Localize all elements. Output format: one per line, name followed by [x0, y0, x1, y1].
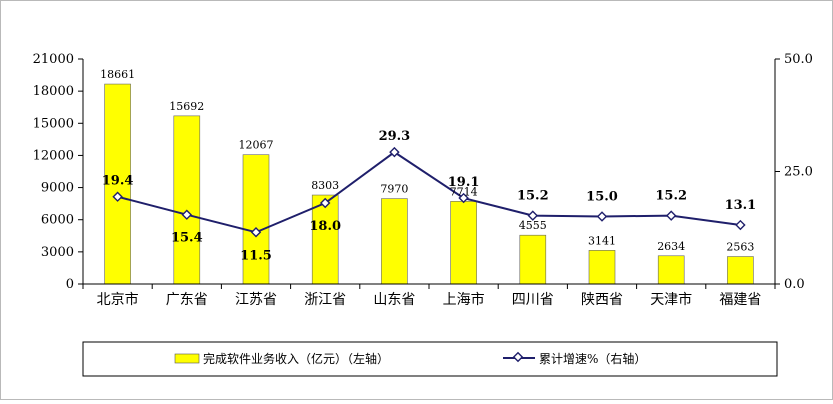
- bar-2: [173, 115, 201, 285]
- left-tick-label: 12000: [33, 148, 74, 163]
- legend-marker-growth: [512, 351, 524, 363]
- left-tick-label: 3000: [41, 245, 74, 260]
- bars-group: [104, 83, 754, 285]
- growth-marker-9: [665, 210, 677, 221]
- axes-group: 0 3000 6000 9000 12000 15000 18000 21000 0.0 25.0…: [33, 52, 813, 308]
- growth-marker-1: [112, 191, 123, 202]
- growth-value-label: 18.0: [309, 219, 341, 234]
- x-tick-label: 福建省: [719, 292, 761, 308]
- growth-marker-10: [735, 219, 746, 231]
- growth-marker-3: [250, 227, 262, 238]
- growth-marker-5: [389, 146, 400, 158]
- growth-value-label: 19.1: [448, 175, 480, 190]
- growth-value-label: 29.3: [379, 129, 411, 144]
- growth-line: [117, 150, 741, 234]
- growth-value-label: 19.4: [102, 174, 134, 189]
- x-tick-label: 北京市: [97, 291, 139, 308]
- growth-value-label: 15.2: [517, 189, 549, 204]
- bar-value-label: 18661: [100, 68, 135, 81]
- x-tick-label: 上海市: [443, 291, 485, 308]
- growth-value-label: 15.0: [586, 190, 618, 205]
- right-tick-label: 0.0: [784, 277, 805, 292]
- bar-6: [450, 201, 477, 285]
- bar-value-label: 15692: [169, 100, 204, 113]
- bar-4: [311, 194, 339, 285]
- growth-marker-2: [181, 209, 193, 220]
- bar-8: [588, 250, 616, 285]
- growth-marker-7: [527, 210, 539, 221]
- bar-10: [727, 256, 754, 285]
- legend-label-growth: 累计增速%（右轴）: [539, 351, 646, 366]
- bar-value-label: 4555: [519, 219, 547, 232]
- bar-value-label: 2634: [657, 240, 685, 253]
- x-tick-label: 山东省: [373, 292, 415, 308]
- left-tick-label: 0: [66, 277, 74, 292]
- growth-value-label: 15.2: [655, 189, 687, 204]
- bar-7: [519, 234, 547, 285]
- left-tick-label: 18000: [33, 84, 74, 99]
- growth-marker-6: [458, 192, 469, 204]
- legend-label-revenue: 完成软件业务收入（亿元）（左轴）: [203, 351, 389, 366]
- bar-9: [657, 255, 685, 285]
- labels-group: 18661 15692 12067 8303 7970 7714 4555 3141 2634 2…: [100, 68, 756, 263]
- growth-value-label: 13.1: [725, 198, 757, 213]
- bar-1: [104, 83, 131, 285]
- bar-3: [242, 154, 270, 285]
- bar-value-label: 12067: [239, 139, 274, 152]
- growth-value-label: 11.5: [240, 248, 272, 263]
- bar-value-label: 7714: [450, 185, 478, 198]
- right-tick-label: 50.0: [784, 52, 813, 67]
- growth-value-label: 15.4: [171, 231, 203, 246]
- x-tick-label: 天津市: [650, 291, 692, 308]
- bar-value-label: 2563: [726, 241, 754, 254]
- x-tick-label: 江苏省: [235, 292, 277, 308]
- bar-value-label: 3141: [588, 234, 616, 247]
- legend-swatch-revenue: [174, 353, 200, 364]
- left-tick-label: 21000: [33, 52, 74, 67]
- x-tick-label: 四川省: [512, 292, 554, 308]
- bar-value-label: 7970: [380, 183, 408, 196]
- growth-line-group: [112, 146, 746, 238]
- bar-5: [381, 198, 408, 285]
- legend: 完成软件业务收入（亿元）（左轴） 累计增速%（右轴）: [82, 341, 778, 377]
- x-tick-label: 陕西省: [581, 292, 623, 308]
- bar-value-label: 8303: [311, 179, 339, 192]
- left-tick-label: 9000: [41, 181, 74, 196]
- growth-marker-4: [319, 197, 331, 209]
- x-tick-label: 广东省: [166, 292, 208, 308]
- x-tick-label: 浙江省: [304, 292, 346, 308]
- left-tick-label: 15000: [33, 116, 74, 131]
- growth-marker-8: [596, 211, 608, 222]
- right-tick-label: 25.0: [784, 165, 813, 180]
- left-tick-label: 6000: [41, 213, 74, 228]
